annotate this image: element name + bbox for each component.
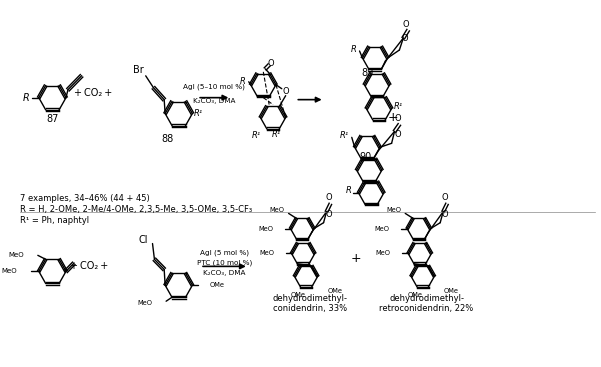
Text: K₂CO₃, DMA: K₂CO₃, DMA [193,98,236,103]
Text: O: O [394,130,401,139]
Text: O: O [402,34,409,43]
Text: OMe: OMe [291,291,306,298]
Text: OMe: OMe [407,291,423,298]
Text: MeO: MeO [8,252,24,258]
Text: R¹: R¹ [271,130,281,139]
Text: R: R [240,77,246,86]
Text: MeO: MeO [374,226,389,232]
Text: +: + [350,252,361,265]
Text: conidendrin, 33%: conidendrin, 33% [273,304,347,313]
Text: MeO: MeO [258,226,273,232]
Text: +: + [387,111,398,124]
Text: OMe: OMe [444,288,459,294]
Text: K₂CO₃, DMA: K₂CO₃, DMA [203,270,246,276]
Text: 87: 87 [46,115,58,124]
Text: O: O [394,114,401,123]
Text: R: R [23,92,29,103]
Text: dehydrodimethyl-: dehydrodimethyl- [272,294,347,303]
Text: AgI (5 mol %): AgI (5 mol %) [200,249,249,256]
Text: MeO: MeO [138,300,153,306]
Text: R: R [351,44,356,54]
Text: Br: Br [133,65,143,75]
Text: R = H, 2-OMe, 2-Me/4-OMe, 2,3,5-Me, 3,5-OMe, 3,5-CF₃: R = H, 2-OMe, 2-Me/4-OMe, 2,3,5-Me, 3,5-… [20,205,252,214]
Text: retroconidendrin, 22%: retroconidendrin, 22% [379,304,474,313]
Text: R: R [346,186,352,196]
Text: OMe: OMe [210,282,225,288]
Text: Cl: Cl [138,235,147,244]
Text: + CO₂ +: + CO₂ + [70,261,108,271]
Text: O: O [282,87,289,96]
Text: O: O [325,210,332,219]
Text: + CO₂ +: + CO₂ + [74,88,112,98]
Text: 7 examples, 34–46% (44 + 45): 7 examples, 34–46% (44 + 45) [20,195,150,203]
Text: O: O [325,193,332,202]
Text: R¹: R¹ [252,131,261,140]
Text: O: O [268,59,275,68]
Text: AgI (5–10 mol %): AgI (5–10 mol %) [183,83,245,90]
Text: MeO: MeO [270,207,285,213]
Text: R¹: R¹ [340,131,349,140]
Text: 88: 88 [161,134,173,144]
Text: R¹: R¹ [394,102,403,111]
Text: 90: 90 [359,152,371,162]
Text: OMe: OMe [328,288,343,294]
Text: MeO: MeO [259,250,274,257]
Text: O: O [403,20,409,29]
Text: dehydrodimethyl-: dehydrodimethyl- [389,294,464,303]
Text: R¹: R¹ [194,109,203,118]
Text: PTC (10 mol %): PTC (10 mol %) [197,259,252,266]
Text: MeO: MeO [2,268,17,274]
Text: O: O [442,193,448,202]
Text: O: O [442,210,448,219]
Text: MeO: MeO [386,207,401,213]
Text: R¹ = Ph, naphtyl: R¹ = Ph, naphtyl [20,216,90,225]
Text: MeO: MeO [376,250,391,257]
Text: 89: 89 [361,68,373,78]
